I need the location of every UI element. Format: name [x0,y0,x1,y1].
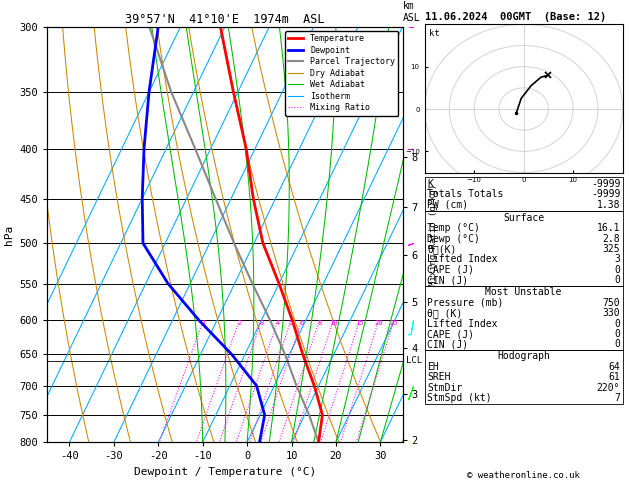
X-axis label: Dewpoint / Temperature (°C): Dewpoint / Temperature (°C) [134,467,316,477]
Text: 0: 0 [615,329,620,339]
Text: Dewp (°C): Dewp (°C) [427,233,480,243]
Text: 4: 4 [276,320,280,327]
Text: CAPE (J): CAPE (J) [427,329,474,339]
Text: 6: 6 [299,320,304,327]
Text: 0: 0 [615,319,620,329]
Text: 1.38: 1.38 [597,200,620,210]
Text: 64: 64 [608,362,620,372]
Text: 3: 3 [259,320,264,327]
Text: 0: 0 [615,265,620,275]
Text: 325: 325 [603,244,620,254]
Text: Mixing Ratio (g/kg): Mixing Ratio (g/kg) [429,183,438,286]
Text: θᴄ (K): θᴄ (K) [427,308,462,318]
Text: -9999: -9999 [591,189,620,199]
Text: 0: 0 [615,340,620,349]
Text: θᴄ(K): θᴄ(K) [427,244,457,254]
Text: K: K [427,179,433,189]
Text: 7: 7 [615,393,620,403]
Title: 39°57'N  41°10'E  1974m  ASL: 39°57'N 41°10'E 1974m ASL [125,13,325,26]
Text: 220°: 220° [597,383,620,393]
Text: Most Unstable: Most Unstable [486,287,562,297]
Text: CIN (J): CIN (J) [427,275,468,285]
Text: CAPE (J): CAPE (J) [427,265,474,275]
Text: Hodograph: Hodograph [497,351,550,362]
Text: Temp (°C): Temp (°C) [427,223,480,233]
Text: 3: 3 [615,255,620,264]
Text: © weatheronline.co.uk: © weatheronline.co.uk [467,471,580,480]
Text: Surface: Surface [503,213,544,223]
Text: 1: 1 [201,320,206,327]
Text: kt: kt [428,29,439,38]
Text: -9999: -9999 [591,179,620,189]
Text: 2: 2 [237,320,242,327]
Text: PW (cm): PW (cm) [427,200,468,210]
Text: 750: 750 [603,297,620,308]
Text: Lifted Index: Lifted Index [427,255,498,264]
Legend: Temperature, Dewpoint, Parcel Trajectory, Dry Adiabat, Wet Adiabat, Isotherm, Mi: Temperature, Dewpoint, Parcel Trajectory… [285,31,398,116]
Text: 11.06.2024  00GMT  (Base: 12): 11.06.2024 00GMT (Base: 12) [425,12,606,22]
Text: 25: 25 [390,320,398,327]
Text: Totals Totals: Totals Totals [427,189,503,199]
Text: 61: 61 [608,372,620,382]
Text: 0: 0 [615,275,620,285]
Text: Lifted Index: Lifted Index [427,319,498,329]
Text: EH: EH [427,362,439,372]
Text: 10: 10 [329,320,338,327]
Text: 15: 15 [355,320,364,327]
Text: 16.1: 16.1 [597,223,620,233]
Text: 330: 330 [603,308,620,318]
Text: StmDir: StmDir [427,383,462,393]
Text: LCL: LCL [406,356,422,365]
Text: SREH: SREH [427,372,450,382]
Text: Pressure (mb): Pressure (mb) [427,297,503,308]
Text: CIN (J): CIN (J) [427,340,468,349]
Text: km
ASL: km ASL [403,1,420,22]
Y-axis label: hPa: hPa [4,225,14,244]
Text: StmSpd (kt): StmSpd (kt) [427,393,492,403]
Text: 8: 8 [317,320,321,327]
Text: 5: 5 [289,320,293,327]
Text: 2.8: 2.8 [603,233,620,243]
Text: 20: 20 [374,320,383,327]
